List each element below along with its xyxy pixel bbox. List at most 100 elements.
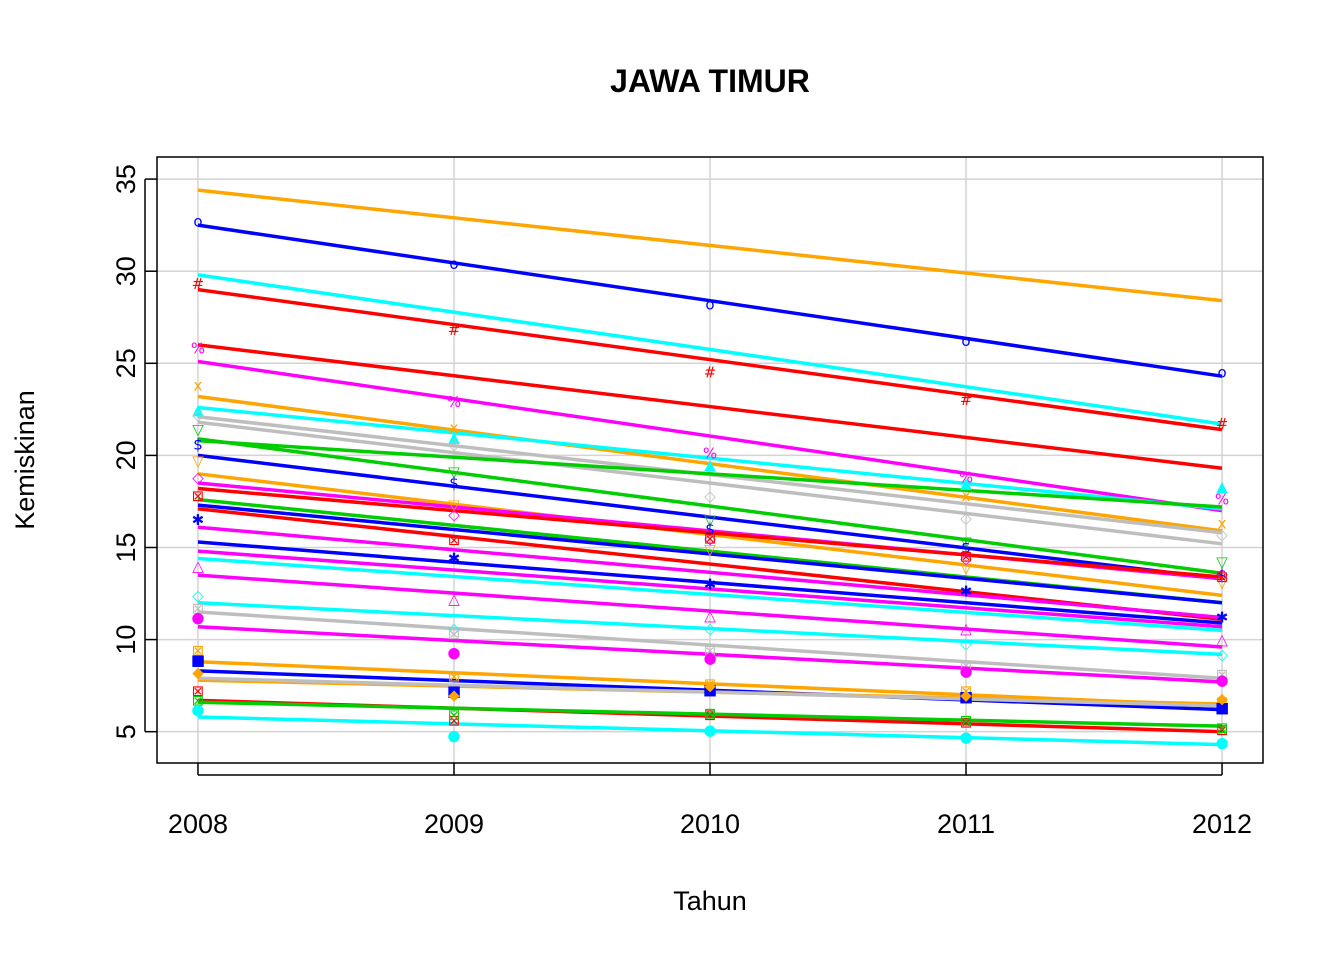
trend-line-24: [197, 601, 1223, 657]
data-point: ⊠: [960, 548, 973, 566]
data-point: ◇: [448, 505, 460, 523]
data-point: △: [448, 590, 460, 608]
data-point: ▽: [960, 559, 972, 577]
data-point: ▽: [1216, 553, 1228, 571]
data-point: ●: [959, 728, 972, 746]
data-point: ◇: [192, 406, 204, 424]
data-point: ◇: [192, 586, 204, 604]
y-tick-label: 35: [111, 164, 141, 194]
data-point: ▽: [704, 540, 716, 558]
data-point: ✱: [704, 575, 717, 593]
data-point: $: [1217, 566, 1227, 584]
data-point: ▽: [192, 421, 204, 439]
data-point: ⊠: [704, 529, 717, 547]
trend-line-4: [197, 343, 1223, 471]
data-point: ⊠: [1216, 719, 1229, 737]
y-tick-label: 10: [111, 625, 141, 655]
data-point: #: [1216, 415, 1229, 433]
data-point: ⊠: [448, 531, 461, 549]
y-axis: 5 10 15 20 25 30 35: [111, 164, 157, 739]
y-axis-title: Kemiskinan: [10, 390, 40, 530]
data-point: ◆: [192, 664, 204, 682]
data-point: ⊠: [1216, 721, 1229, 739]
data-point: ◇: [448, 435, 460, 453]
trend-line-26: [197, 624, 1223, 684]
data-point: #: [960, 391, 973, 409]
data-point: ⊠: [192, 682, 205, 700]
data-point: ⊠: [704, 642, 717, 660]
trend-line-32: [197, 700, 1223, 728]
data-point: %: [703, 445, 717, 463]
data-point: ◆: [1216, 690, 1228, 708]
data-point: ●: [1215, 734, 1228, 752]
data-point: ■: [703, 680, 717, 698]
data-point: ◇: [704, 529, 716, 547]
data-point: ⊠: [448, 625, 461, 643]
data-point: ◇: [1216, 526, 1228, 544]
trend-line-12: [197, 453, 1223, 581]
y-tick-label: 30: [111, 256, 141, 286]
data-point: $: [449, 474, 459, 492]
trend-line-9: [197, 420, 1223, 546]
data-point: ✱: [960, 583, 973, 601]
data-point: ●: [447, 643, 460, 661]
data-point: x: [962, 487, 971, 505]
data-point: ⊠: [704, 675, 717, 693]
data-point: ◇: [960, 550, 972, 568]
trend-line-13: [197, 472, 1223, 598]
data-point: x: [1218, 515, 1227, 533]
trend-line-11: [197, 438, 1223, 509]
trend-line-0: [197, 188, 1223, 303]
data-point: ◇: [960, 509, 972, 527]
data-point: ◇: [960, 634, 972, 652]
data-point: ▽: [448, 496, 460, 514]
data-point: ⊠: [1216, 693, 1229, 711]
data-point: $: [193, 435, 203, 453]
data-point: ⊠: [960, 682, 973, 700]
y-tick-label: 25: [111, 348, 141, 378]
data-point: $: [705, 520, 715, 538]
data-point: ▲: [448, 428, 460, 446]
y-tick-label: 20: [111, 440, 141, 470]
data-point: ⊠: [960, 713, 973, 731]
data-point: ●: [191, 701, 204, 719]
data-point: o: [1217, 364, 1226, 382]
data-point: x: [450, 419, 459, 437]
trend-line-20: [197, 525, 1223, 620]
data-point: #: [448, 321, 461, 339]
trend-line-23: [197, 573, 1223, 649]
data-point: ▽: [448, 463, 460, 481]
data-point: ▽: [960, 533, 972, 551]
data-point: ●: [959, 662, 972, 680]
chart-title: JAWA TIMUR: [610, 63, 810, 99]
x-tick-label: 2012: [1192, 809, 1252, 839]
data-point: ✱: [192, 511, 205, 529]
x-axis: 2008 2009 2010 2011 2012: [168, 763, 1252, 839]
data-point: △: [960, 620, 972, 638]
data-point: o: [961, 332, 970, 350]
data-point: ⊠: [448, 712, 461, 730]
trend-line-7: [197, 405, 1223, 511]
data-point: ⊠: [448, 706, 461, 724]
data-point: %: [1215, 491, 1229, 509]
data-point: #: [192, 275, 205, 293]
data-point: ⊠: [1216, 568, 1229, 586]
data-point: ⊠: [704, 706, 717, 724]
data-point: ■: [1215, 699, 1229, 717]
data-point: ■: [191, 651, 205, 669]
data-point: #: [704, 364, 717, 382]
data-point: ⊠: [192, 599, 205, 617]
data-point: ⊠: [960, 656, 973, 674]
x-tick-label: 2010: [680, 809, 740, 839]
data-point: △: [192, 557, 204, 575]
x-axis-title: Tahun: [673, 886, 747, 916]
data-point: ▽: [704, 511, 716, 529]
data-point: ▽: [192, 452, 204, 470]
trend-line-1: [197, 223, 1223, 378]
data-point: ●: [703, 721, 716, 739]
data-point: %: [191, 340, 205, 358]
data-point: o: [705, 295, 714, 313]
data-point: $: [961, 538, 971, 556]
